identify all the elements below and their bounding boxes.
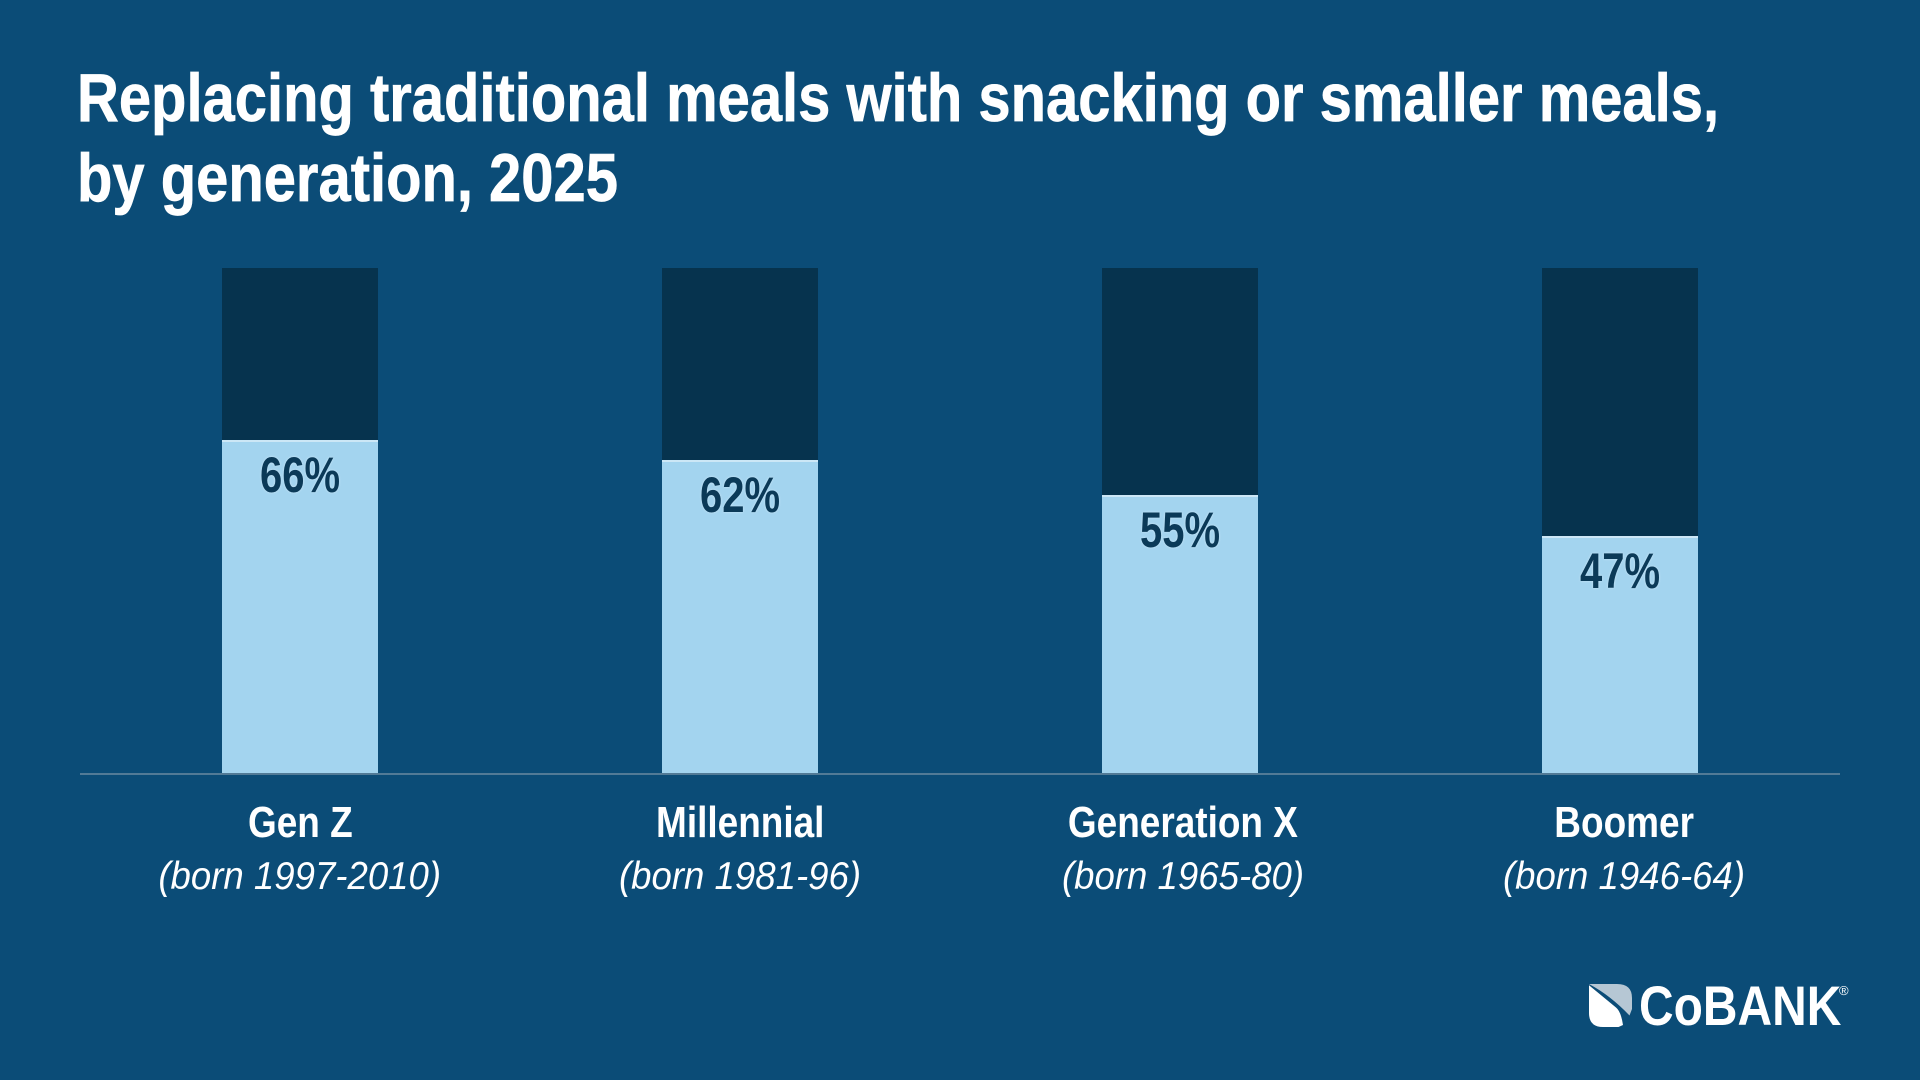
svg-text:CoBANK: CoBANK — [1639, 984, 1842, 1032]
svg-text:®: ® — [1839, 984, 1849, 998]
